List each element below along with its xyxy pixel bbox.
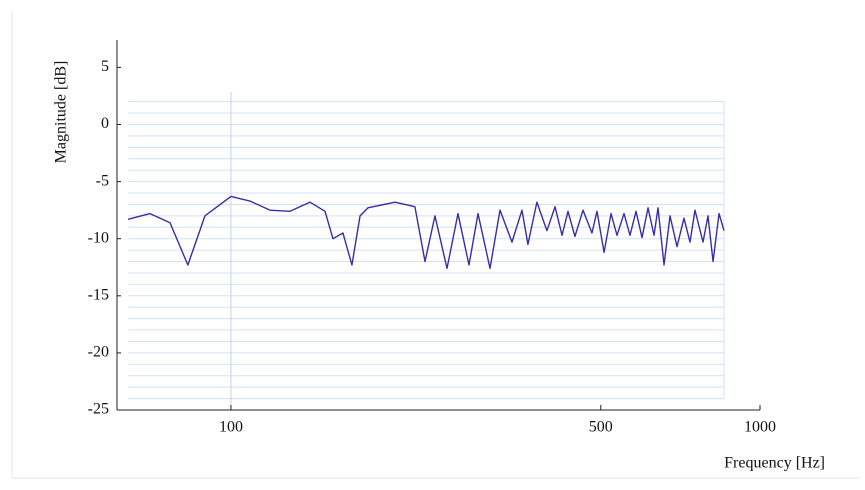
x-tick-label: 500 — [589, 419, 613, 436]
y-tick-label: -20 — [88, 344, 109, 361]
line-series — [127, 195, 725, 270]
y-tick-label: -15 — [88, 286, 109, 303]
y-tick-label: -10 — [88, 229, 109, 246]
y-tick-label: -25 — [88, 401, 109, 418]
x-tick-label: 1000 — [744, 419, 776, 436]
y-tick-label: -5 — [96, 172, 109, 189]
y-axis-label: Magnitude [dB] — [53, 61, 70, 164]
y-tick-label: 0 — [101, 115, 109, 132]
x-tick-label: 100 — [219, 419, 243, 436]
y-tick-label: 5 — [101, 58, 109, 75]
x-axis-label: Frequency [Hz] — [724, 455, 825, 472]
